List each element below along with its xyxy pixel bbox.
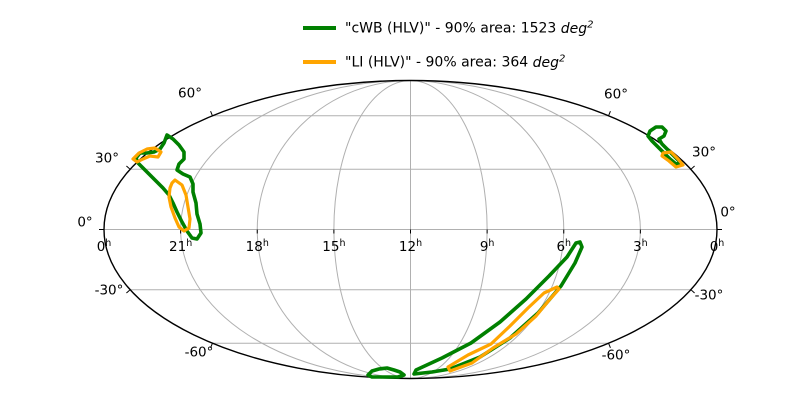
ra-tick-label: 0h bbox=[97, 238, 112, 255]
graticule bbox=[99, 79, 722, 380]
dec-tick-label-right: -30° bbox=[695, 288, 724, 304]
ra-tick-label: 9h bbox=[480, 238, 495, 255]
ra-tick-label: 15h bbox=[322, 238, 345, 255]
dec-tick-label-right: 60° bbox=[604, 87, 628, 103]
ra-tick-label: 3h bbox=[633, 238, 648, 255]
ra-tick-label: 21h bbox=[169, 238, 192, 255]
dec-tick bbox=[126, 289, 131, 294]
cwb-legend-label: "cWB (HLV)" - 90% area: 1523 deg2 bbox=[345, 19, 594, 37]
dec-tick-label-left: 30° bbox=[95, 151, 119, 167]
contours bbox=[131, 125, 685, 379]
dec-tick-label-left: -60° bbox=[185, 345, 214, 361]
legend: "cWB (HLV)" - 90% area: 1523 deg2 "LI (H… bbox=[303, 11, 594, 79]
dec-tick-label-right: 30° bbox=[692, 145, 716, 161]
ra-tick-label: 18h bbox=[246, 238, 269, 255]
dec-tick bbox=[210, 343, 213, 349]
contour-li-hlv bbox=[131, 146, 163, 164]
li-legend-text: "LI (HLV)" - 90% area: 364 bbox=[345, 54, 533, 71]
li-line-swatch bbox=[303, 60, 336, 64]
ra-tick-label: 0h bbox=[710, 238, 725, 255]
legend-entry-li: "LI (HLV)" - 90% area: 364 deg2 bbox=[303, 45, 594, 79]
dec-tick bbox=[608, 110, 611, 116]
cwb-legend-sup: 2 bbox=[587, 19, 594, 31]
dec-tick-label-left: -30° bbox=[95, 283, 124, 299]
contour-li-hlv bbox=[660, 150, 685, 169]
cwb-line-swatch bbox=[303, 26, 336, 30]
contour-cwb-hlv bbox=[412, 240, 584, 376]
dec-tick bbox=[690, 165, 695, 170]
li-legend-unit: deg bbox=[532, 54, 560, 71]
contour-li-hlv bbox=[446, 285, 561, 373]
dec-tick-label-right: 0° bbox=[720, 205, 735, 221]
dec-tick bbox=[210, 110, 213, 116]
dec-tick-label-right: -60° bbox=[602, 348, 631, 364]
dec-tick-label-left: 60° bbox=[178, 86, 202, 102]
ra-tick-label: 12h bbox=[399, 238, 422, 255]
tick-labels: 0h 21h 18h 15h 12h 9h 6h 3h 0h60°30°0°-30°-60°60… bbox=[77, 86, 735, 364]
legend-entry-cwb: "cWB (HLV)" - 90% area: 1523 deg2 bbox=[303, 11, 594, 45]
li-legend-sup: 2 bbox=[559, 53, 566, 65]
contour-li-hlv bbox=[167, 178, 192, 233]
dec-tick bbox=[126, 165, 131, 170]
dec-tick-label-left: 0° bbox=[77, 215, 92, 231]
cwb-legend-text: "cWB (HLV)" - 90% area: 1523 bbox=[345, 20, 561, 37]
li-legend-label: "LI (HLV)" - 90% area: 364 deg2 bbox=[345, 53, 565, 71]
contour-cwb-hlv bbox=[366, 366, 406, 379]
cwb-legend-unit: deg bbox=[560, 20, 588, 37]
dec-tick bbox=[608, 343, 611, 349]
dec-tick bbox=[690, 289, 695, 294]
